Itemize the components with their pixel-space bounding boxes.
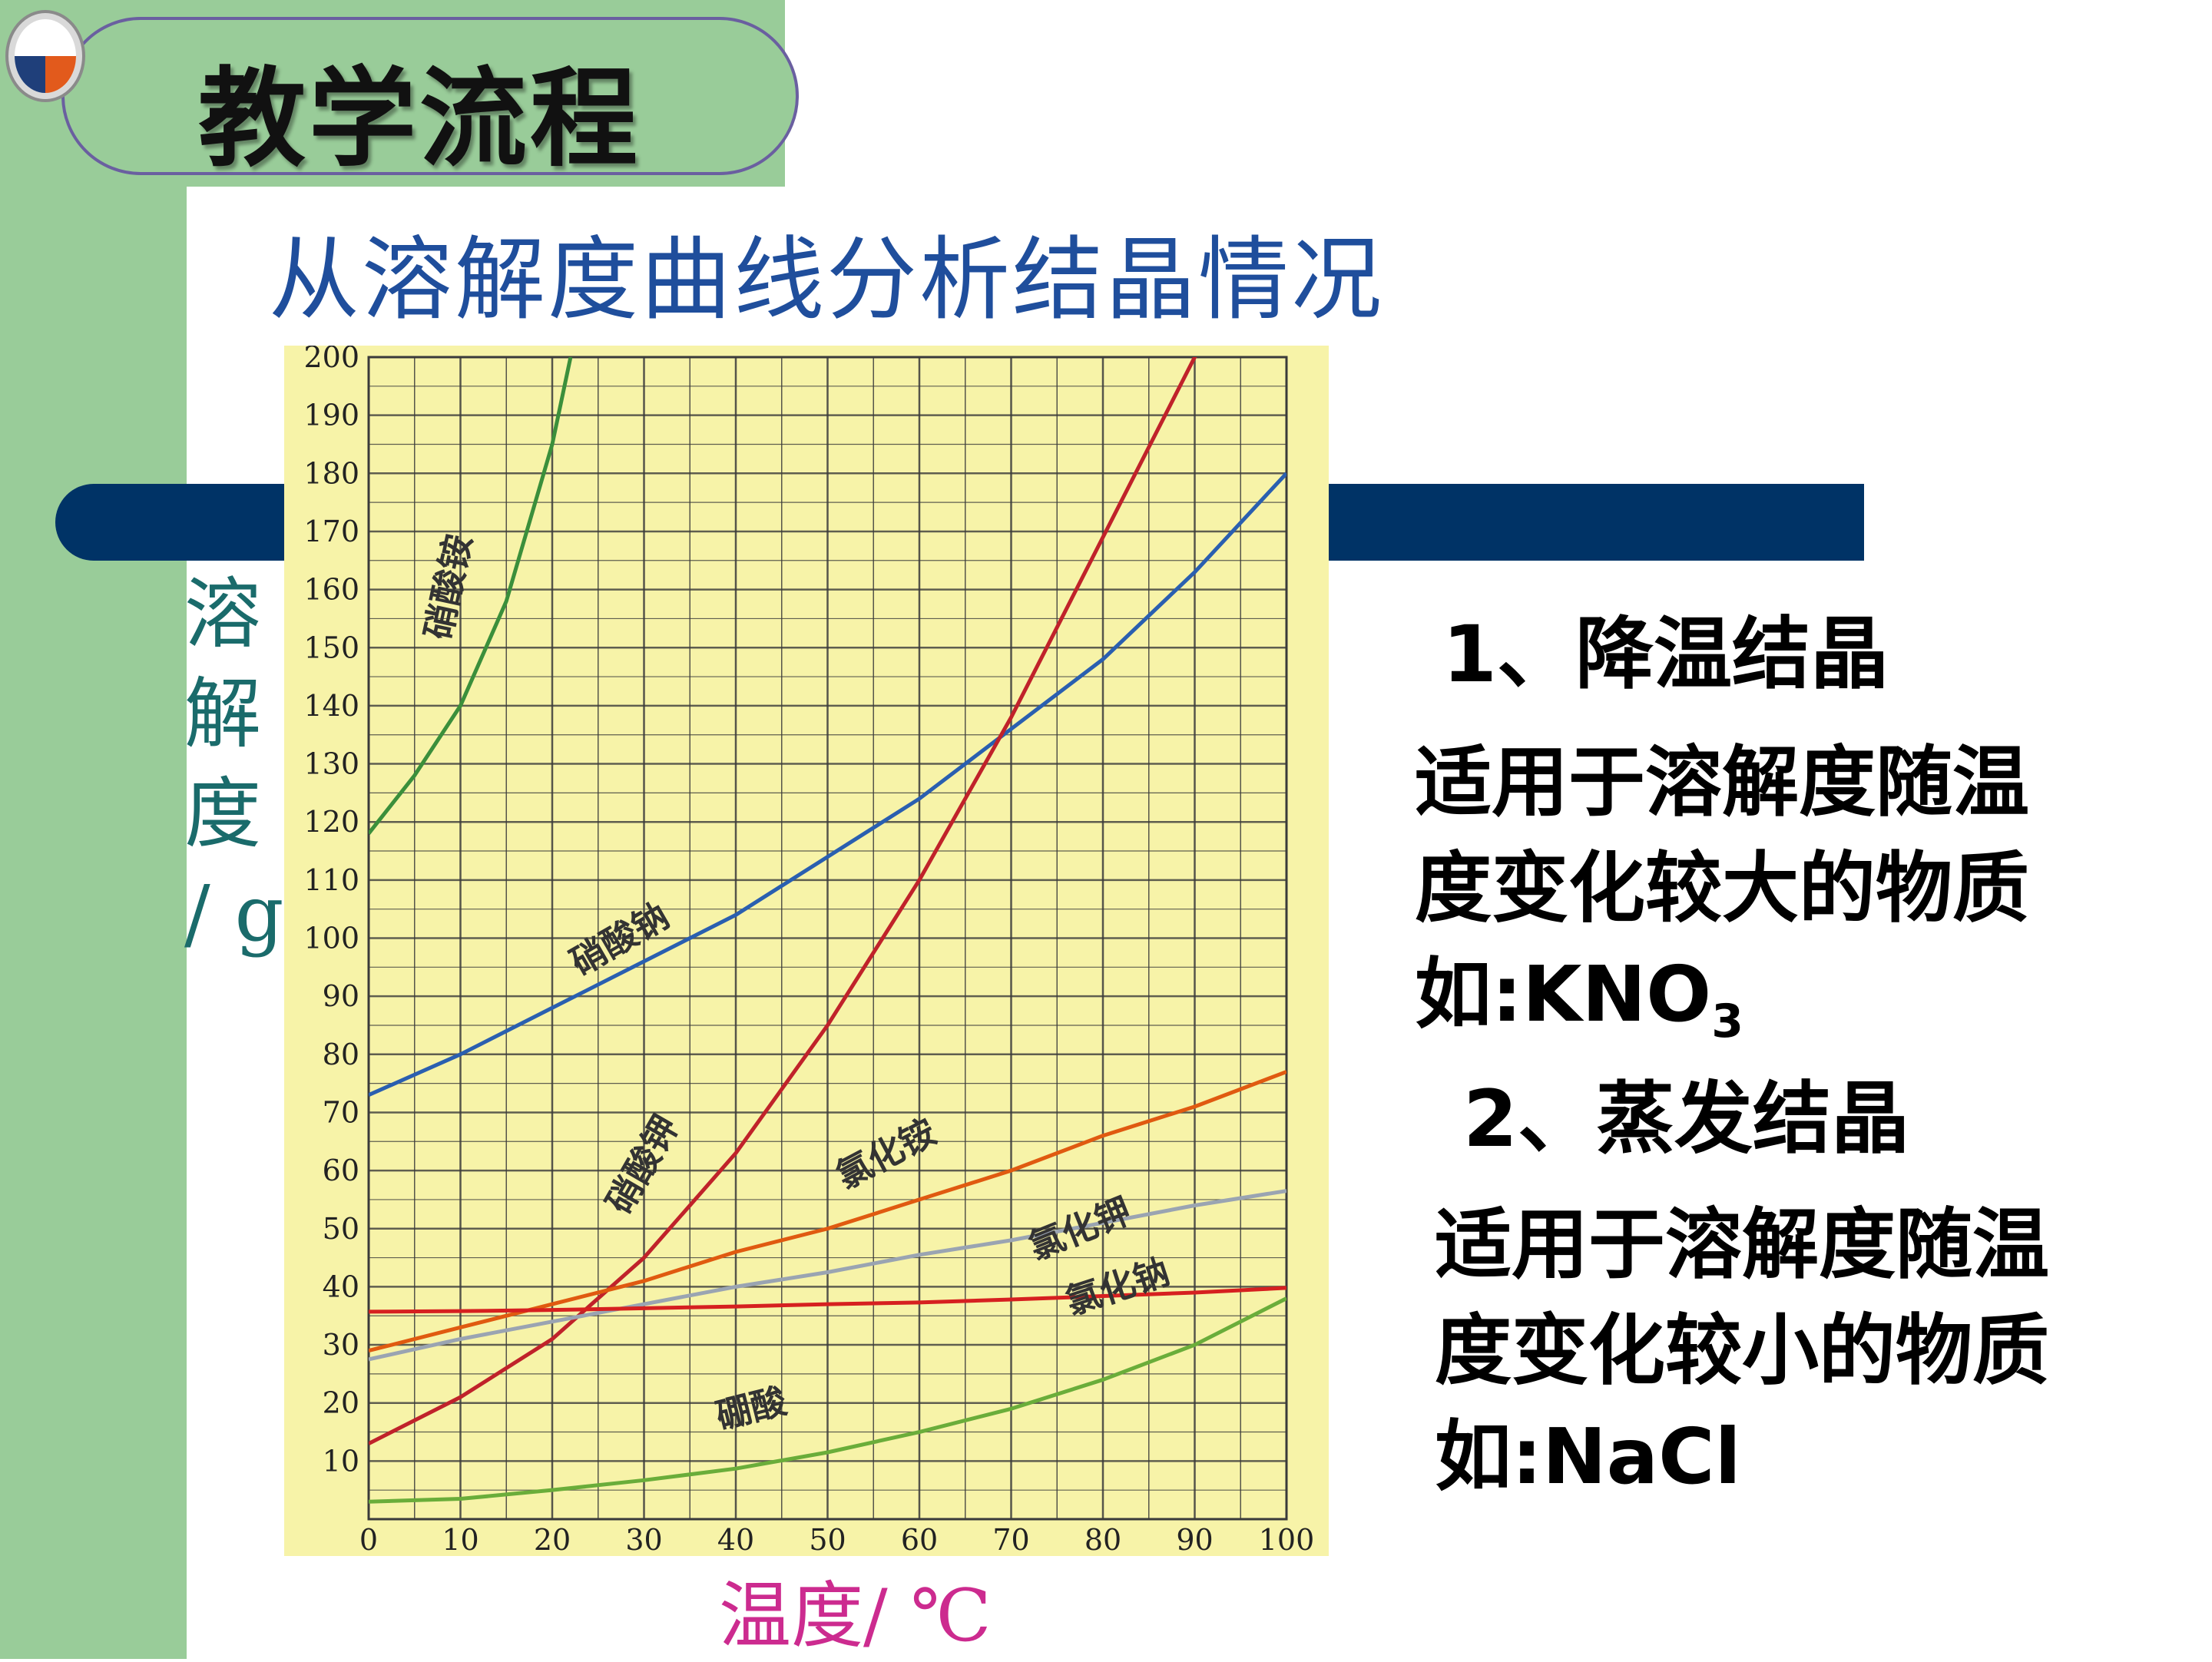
y-tick-label: 200 — [303, 346, 359, 374]
y-tick-label: 100 — [303, 922, 359, 955]
x-tick-label: 0 — [359, 1523, 378, 1556]
y-tick-label: 130 — [303, 747, 359, 781]
y-tick-label: 180 — [303, 456, 359, 490]
y-tick-label: 40 — [323, 1270, 359, 1303]
y-tick-label: 190 — [303, 399, 359, 432]
y-tick-label: 10 — [323, 1444, 359, 1478]
left-green-band — [0, 0, 187, 1659]
method-1-example-subscript: 3 — [1711, 995, 1743, 1048]
y-tick-label: 110 — [303, 863, 359, 897]
x-tick-label: 70 — [992, 1523, 1029, 1556]
method-2-description: 适用于溶解度随温 度变化较小的物质 如:NaCl — [1435, 1200, 2049, 1501]
y-tick-label: 50 — [323, 1212, 359, 1246]
method-1-title: 1、降温结晶 — [1442, 609, 1889, 700]
y-tick-label: 60 — [323, 1154, 359, 1187]
y-tick-label: 160 — [303, 573, 359, 607]
y-tick-label: 140 — [303, 689, 359, 723]
method-1-text: 适用于溶解度随温 度变化较大的物质 — [1415, 737, 2029, 933]
y-tick-label: 90 — [323, 979, 359, 1013]
series-line — [369, 357, 1197, 1445]
y-axis-label: 溶 解 度 / g — [184, 569, 284, 958]
series-line — [369, 1296, 1286, 1504]
page-title: 教学流程 — [198, 57, 641, 182]
y-tick-label: 20 — [323, 1386, 359, 1420]
method-1-description: 适用于溶解度随温 度变化较大的物质 如:KNO3 — [1415, 730, 2029, 1074]
x-tick-label: 40 — [717, 1523, 754, 1556]
y-tick-label: 30 — [323, 1328, 359, 1362]
x-tick-label: 80 — [1084, 1523, 1121, 1556]
x-tick-label: 20 — [534, 1523, 571, 1556]
solubility-chart: 0 10 20 30 40 50 60 70 80 90 100 10 20 30 40 50 60 70 80 90… — [284, 346, 1329, 1556]
x-tick-label: 100 — [1259, 1523, 1315, 1556]
series-line — [369, 1286, 1286, 1314]
series-line — [369, 1189, 1286, 1362]
x-axis-label: 温度/ ℃ — [719, 1574, 992, 1658]
y-tick-label: 80 — [323, 1038, 359, 1071]
x-tick-label: 50 — [809, 1523, 846, 1556]
y-tick-label: 170 — [303, 515, 359, 548]
series-line — [369, 357, 573, 835]
logo-icon — [5, 10, 85, 102]
method-1-example: 如:KNO — [1415, 949, 1712, 1039]
method-2-title: 2、蒸发结晶 — [1463, 1074, 1909, 1165]
y-tick-label: 150 — [303, 631, 359, 664]
x-tick-label: 60 — [901, 1523, 938, 1556]
x-tick-label: 90 — [1176, 1523, 1213, 1556]
y-tick-label: 120 — [303, 805, 359, 839]
x-tick-label: 30 — [625, 1523, 662, 1556]
slide-subtitle: 从溶解度曲线分析结晶情况 — [269, 227, 1385, 333]
chart-background — [284, 346, 1329, 1556]
series-line — [369, 472, 1286, 1098]
y-tick-label: 70 — [323, 1095, 359, 1129]
x-tick-label: 10 — [442, 1523, 478, 1556]
